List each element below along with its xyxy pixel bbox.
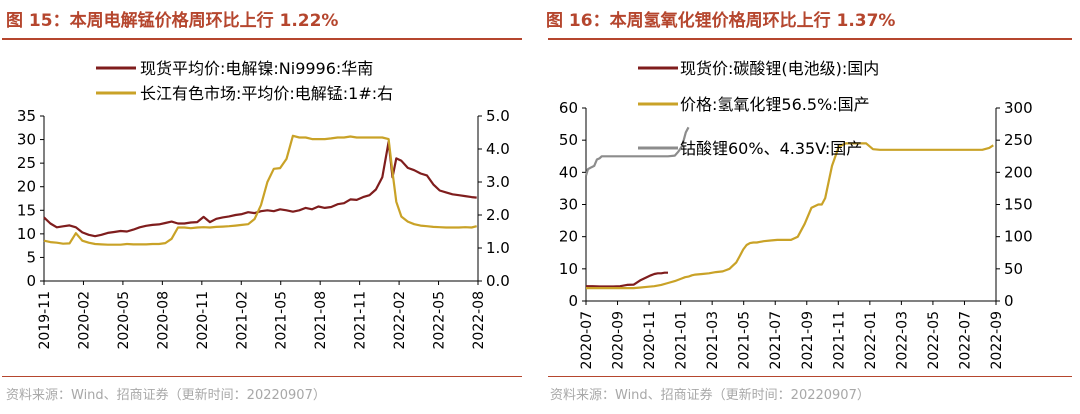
x-tick-label: 2021-11 [831,311,847,370]
y-tick-label-right: 50 [1004,260,1023,278]
y-tick-label-left: 60 [559,99,578,117]
y-tick-label-left: 15 [17,201,36,219]
y-tick-label-right: 0 [1004,292,1014,310]
y-tick-label-left: 0 [26,272,36,290]
title-divider-left [2,38,522,40]
y-tick-label-left: 35 [17,107,36,125]
y-tick-label-left: 40 [559,163,578,181]
x-tick-label: 2021-05 [274,291,290,350]
x-tick-label: 2022-05 [432,291,448,350]
y-tick-label-left: 25 [17,154,36,172]
legend-label-3: 钴酸锂60%、4.35V:国产 [680,139,862,158]
panel-right: 图 16：本周氢氧化锂价格周环比上行 1.37% 0 10 20 30 40 50 60 0 5… [540,0,1080,414]
x-tick-label: 2022-07 [957,311,973,370]
y-tick-label-left: 10 [17,225,36,243]
footer-divider-left [2,376,522,377]
x-tick-label: 2021-01 [674,311,690,370]
footer-divider-right [548,376,1072,377]
x-tick-label: 2020-08 [155,291,171,350]
series-line-2 [43,134,477,246]
y-tick-label-left: 10 [559,260,578,278]
y-tick-label-left: 50 [559,131,578,149]
x-tick-label: 2021-05 [737,311,753,370]
legend-label-1: 现货价:碳酸锂(电池级):国内 [680,59,879,78]
x-tick-label: 2022-05 [926,311,942,370]
x-tick-label: 2022-09 [989,311,1005,370]
x-tick-label: 2021-08 [313,291,329,350]
y-tick-label-right: 0.0 [486,272,510,290]
y-tick-label-right: 4.0 [486,140,510,158]
x-tick-label: 2020-02 [76,291,92,350]
y-tick-label-left: 30 [559,196,578,214]
legend-label-1: 现货平均价:电解镍:Ni9996:华南 [140,59,373,78]
y-tick-label-left: 20 [559,228,578,246]
x-tick-label: 2022-03 [894,311,910,370]
panel-left: 图 15：本周电解锰价格周环比上行 1.22% 0 5 10 15 20 25 30 35 0.… [2,11,522,403]
y-tick-label-right: 5.0 [486,107,510,125]
y-tick-label-right: 3.0 [486,173,510,191]
source-note-right: 资料来源：Wind、招商证券（更新时间：20220907） [550,388,870,403]
x-tick-label: 2021-11 [353,291,369,350]
y-tick-label-right: 250 [1004,131,1033,149]
chart-title-left: 图 15：本周电解锰价格周环比上行 1.22% [6,11,339,31]
series-line-1 [586,271,668,288]
x-tick-label: 2021-03 [705,311,721,370]
series-line-2 [586,142,994,290]
y-tick-label-left: 30 [17,131,36,149]
x-tick-label: 2021-09 [800,311,816,370]
x-tick-label: 2022-08 [471,291,487,350]
x-tick-label: 2020-09 [611,311,627,370]
y-tick-label-right: 100 [1004,228,1033,246]
y-tick-label-right: 2.0 [486,206,510,224]
series-line-3 [584,126,690,176]
lithium-price-chart: 0 10 20 30 40 50 60 0 50 100 150 200 250 300 2020-07 20… [559,59,1033,370]
y-tick-label-right: 300 [1004,99,1033,117]
source-note-left: 资料来源：Wind、招商证券（更新时间：20220907） [6,388,326,403]
title-divider-right [548,38,1072,40]
legend-label-2: 价格:氢氧化锂56.5%:国产 [680,95,870,114]
y-tick-label-left: 5 [26,248,36,266]
x-tick-label: 2022-02 [392,291,408,350]
manganese-price-chart: 0 5 10 15 20 25 30 35 0.0 1.0 2.0 3.0 4.0 5.0 2019-11 2… [17,59,510,350]
series-line-1 [43,140,477,238]
x-tick-label: 2019-11 [37,291,53,350]
y-tick-label-left: 0 [568,292,578,310]
legend-label-2: 长江有色市场:平均价:电解锰:1#:右 [140,84,393,103]
y-tick-label-right: 1.0 [486,239,510,257]
x-tick-label: 2020-11 [642,311,658,370]
x-tick-label: 2020-11 [195,291,211,350]
y-tick-label-right: 150 [1004,196,1033,214]
y-tick-label-right: 200 [1004,163,1033,181]
x-tick-label: 2022-01 [863,311,879,370]
x-tick-label: 2021-02 [234,291,250,350]
x-tick-label: 2021-07 [768,311,784,370]
x-tick-label: 2020-07 [579,311,595,370]
chart-title-right: 图 16：本周氢氧化锂价格周环比上行 1.37% [546,11,896,31]
y-tick-label-left: 20 [17,178,36,196]
x-tick-label: 2020-05 [116,291,132,350]
